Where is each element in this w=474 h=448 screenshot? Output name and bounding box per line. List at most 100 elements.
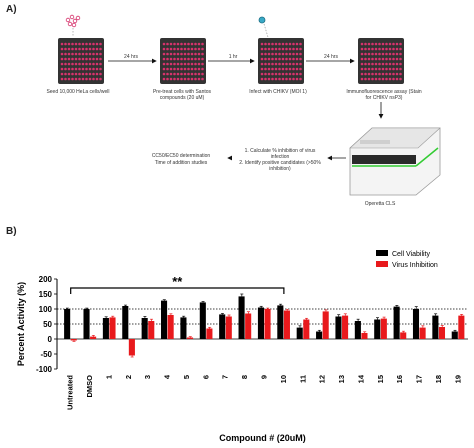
x-tick-label: 6: [201, 375, 210, 379]
x-tick-label: 18: [434, 375, 443, 383]
bar-viability: [257, 307, 264, 339]
bar-viability: [238, 296, 245, 339]
virus-icon: [258, 16, 266, 24]
bar-viability: [354, 321, 361, 339]
bar-inhibition: [264, 309, 271, 339]
bar-viability: [161, 300, 168, 339]
step-2-label: Pre-treat cells with Santos compounds (2…: [152, 89, 212, 101]
plate-icon-1: [58, 38, 104, 84]
bar-viability: [64, 309, 71, 339]
bar-inhibition: [90, 336, 97, 339]
panel-a-label: A): [6, 4, 17, 15]
bar-inhibition: [225, 316, 232, 339]
x-tick-label: 14: [356, 374, 365, 383]
bar-viability: [296, 327, 303, 339]
x-tick-label: 16: [395, 375, 404, 383]
x-tick-label: 3: [143, 375, 152, 379]
x-tick-label: 12: [318, 375, 327, 383]
y-tick-label: 200: [39, 275, 53, 284]
x-tick-label: 10: [279, 375, 288, 383]
significance-stars: **: [172, 274, 183, 289]
arrow-1-label: 24 hrs: [124, 54, 138, 60]
bar-inhibition: [303, 319, 310, 339]
cells-icon: [65, 14, 81, 28]
plate-icon-2: [160, 38, 206, 84]
bar-inhibition: [70, 339, 77, 341]
x-tick-label: 19: [453, 375, 462, 383]
bar-inhibition: [380, 318, 387, 339]
bar-viability: [122, 306, 129, 339]
bar-inhibition: [438, 327, 446, 339]
bar-viability: [393, 306, 400, 339]
bar-viability: [102, 318, 109, 339]
analysis-step-1: 1. Calculate % inhibition of virus infec…: [244, 148, 316, 160]
analysis-step-2: 2. Identify positive candidates (>50% in…: [239, 160, 321, 172]
y-tick-label: -50: [40, 350, 52, 359]
drop-guide-2: [263, 23, 269, 38]
bar-inhibition: [186, 337, 194, 339]
plate-icon-3: [258, 38, 304, 84]
panel-a-schematic: [58, 14, 441, 196]
legend-label: Virus Inhibition: [392, 262, 438, 269]
bar-inhibition: [245, 313, 252, 339]
bar-viability: [432, 315, 439, 339]
bar-inhibition: [419, 327, 426, 339]
legend-swatch: [376, 250, 388, 256]
bar-viability: [141, 318, 148, 339]
x-tick-label: 17: [415, 375, 424, 383]
bar-viability: [412, 309, 420, 339]
bar-inhibition: [458, 315, 465, 339]
y-tick-label: 0: [48, 335, 53, 344]
x-tick-label: 9: [260, 375, 269, 379]
x-tick-label: DMSO: [85, 375, 94, 398]
bar-viability: [199, 302, 206, 339]
arrow-3-label: 24 hrs: [324, 54, 338, 60]
bar-viability: [316, 331, 323, 339]
bar-inhibition: [400, 332, 407, 339]
bar-inhibition: [167, 315, 174, 339]
x-axis-label: Compound # (20uM): [219, 433, 306, 443]
x-tick-label: 1: [104, 375, 113, 379]
instrument-label: Operetta CLS: [364, 201, 396, 207]
step-1-label: Seed 10,000 HeLa cells/well: [46, 89, 110, 95]
bar-viability: [83, 309, 90, 339]
plate-icon-4: [358, 38, 404, 84]
y-tick-label: -100: [36, 365, 53, 374]
y-axis-label: Percent Activity (%): [16, 282, 26, 366]
panel-b-label: B): [6, 226, 17, 237]
bar-viability: [451, 331, 458, 339]
bar-inhibition: [342, 315, 349, 339]
y-tick-label: 100: [39, 305, 53, 314]
bar-viability: [219, 314, 226, 339]
determination-line-1: CC50/EC50 determination: [151, 153, 211, 159]
x-tick-label: 4: [163, 374, 172, 379]
step-3-label: Infect with CHIKV (MOI 1): [249, 89, 307, 95]
bar-inhibition: [206, 328, 213, 339]
x-tick-label: 2: [124, 375, 133, 379]
bar-inhibition: [361, 333, 368, 339]
arrow-2-label: 1 hr: [228, 54, 238, 60]
bar-viability: [277, 305, 284, 339]
y-tick-label: 50: [43, 320, 52, 329]
x-tick-label: 13: [337, 375, 346, 383]
x-tick-label: Untreated: [66, 375, 75, 410]
x-tick-label: 11: [298, 375, 307, 383]
x-tick-label: 8: [240, 375, 249, 379]
legend-label: Cell Viability: [392, 251, 430, 258]
legend-swatch: [376, 261, 388, 267]
bar-inhibition: [322, 311, 329, 339]
bar-inhibition: [109, 317, 116, 339]
bar-inhibition: [148, 321, 155, 339]
bar-viability: [180, 317, 187, 339]
y-tick-label: 150: [39, 290, 53, 299]
x-tick-label: 5: [182, 375, 191, 379]
operetta-instrument-icon: [349, 127, 441, 196]
bar-inhibition: [283, 310, 290, 339]
bar-viability: [335, 316, 342, 339]
determination-line-2: Time of addition studies: [154, 160, 208, 166]
x-tick-label: 7: [221, 375, 230, 379]
bar-viability: [374, 319, 381, 339]
step-4-label: Immunofluorescence assay (Stain for CHIK…: [346, 89, 422, 101]
significance-bracket: [70, 287, 285, 294]
